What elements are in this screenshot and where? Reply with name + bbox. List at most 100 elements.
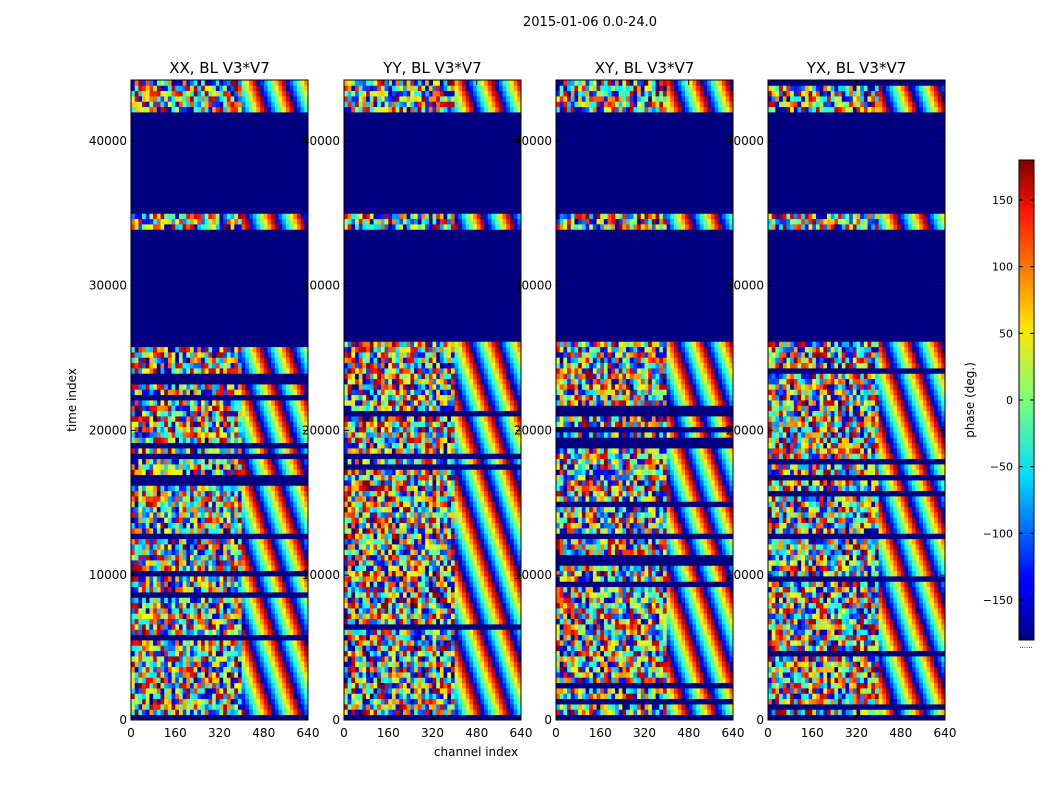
heatmap-cell — [249, 325, 254, 332]
heatmap-cell — [289, 592, 294, 598]
heatmap-cell — [215, 661, 220, 668]
heatmap-cell — [256, 224, 261, 230]
heatmap-cell — [153, 352, 158, 358]
heatmap-cell — [149, 272, 154, 278]
heatmap-cell — [175, 597, 180, 604]
heatmap-cell — [271, 266, 276, 273]
heatmap-cell — [153, 629, 158, 636]
heatmap-cell — [212, 378, 217, 385]
heatmap-cell — [212, 490, 217, 497]
heatmap-cell — [167, 304, 172, 310]
heatmap-cell — [212, 218, 217, 225]
heatmap-cell — [145, 512, 150, 518]
heatmap-cell — [175, 368, 180, 374]
heatmap-cell — [241, 362, 246, 369]
heatmap-cell — [171, 341, 176, 348]
heatmap-cell — [145, 480, 150, 486]
heatmap-cell — [223, 469, 228, 476]
heatmap-cell — [175, 698, 180, 705]
heatmap-cell — [267, 576, 272, 582]
heatmap-cell — [304, 650, 308, 657]
heatmap-cell — [260, 597, 265, 604]
heatmap-cell — [208, 629, 213, 636]
heatmap-cell — [145, 442, 150, 449]
heatmap-cell — [278, 341, 283, 348]
heatmap-cell — [289, 522, 294, 529]
heatmap-cell — [212, 416, 217, 422]
heatmap-cell — [285, 490, 290, 497]
heatmap-cell — [153, 405, 158, 412]
heatmap-cell — [274, 576, 279, 582]
heatmap-cell — [263, 469, 268, 476]
heatmap-cell — [182, 565, 187, 572]
heatmap-cell — [134, 277, 139, 284]
heatmap-cell — [142, 320, 147, 326]
heatmap-cell — [186, 176, 191, 182]
heatmap-cell — [289, 544, 294, 550]
heatmap-cell — [186, 202, 191, 209]
heatmap-cell — [145, 661, 150, 668]
heatmap-cell — [212, 453, 217, 460]
heatmap-cell — [293, 272, 298, 278]
heatmap-cell — [175, 277, 180, 284]
heatmap-cell — [182, 677, 187, 684]
heatmap-cell — [178, 602, 184, 609]
heatmap-cell — [160, 592, 165, 598]
heatmap-cell — [304, 576, 308, 582]
heatmap-cell — [278, 677, 283, 684]
heatmap-cell — [186, 298, 191, 305]
heatmap-cell — [282, 490, 287, 497]
heatmap-cell — [245, 576, 250, 582]
heatmap-cell — [300, 453, 305, 460]
heatmap-cell — [237, 618, 243, 625]
heatmap-cell — [215, 613, 220, 620]
heatmap-cell — [171, 421, 176, 428]
heatmap-cell — [160, 501, 165, 508]
heatmap-cell — [256, 229, 261, 236]
heatmap-cell — [271, 693, 276, 700]
heatmap-cell — [156, 298, 161, 305]
heatmap-cell — [252, 362, 257, 369]
heatmap-cell — [252, 336, 257, 342]
heatmap-cell — [153, 570, 158, 577]
heatmap-cell — [182, 709, 187, 716]
heatmap-cell — [156, 453, 161, 460]
heatmap-cell — [164, 250, 169, 257]
heatmap-cell — [260, 202, 265, 209]
heatmap-cell — [138, 570, 143, 577]
heatmap-cell — [197, 362, 202, 369]
heatmap-cell — [263, 320, 268, 326]
heatmap-cell — [204, 597, 209, 604]
heatmap-cell — [296, 480, 302, 486]
heatmap-cell — [223, 330, 228, 337]
heatmap-cell — [296, 330, 302, 337]
heatmap-cell — [226, 496, 231, 502]
heatmap-cell — [296, 256, 302, 262]
heatmap-cell — [296, 352, 302, 358]
heatmap-cell — [190, 368, 195, 374]
heatmap-cell — [300, 330, 305, 337]
heatmap-cell — [293, 261, 298, 268]
heatmap-cell — [282, 330, 287, 337]
heatmap-cell — [260, 512, 265, 518]
heatmap-cell — [285, 325, 290, 332]
heatmap-cell — [234, 640, 239, 646]
heatmap-cell — [175, 538, 180, 545]
heatmap-cell — [263, 704, 268, 710]
heatmap-cell — [215, 618, 220, 625]
heatmap-cell — [134, 229, 139, 236]
heatmap-cell — [300, 245, 305, 252]
heatmap-cell — [226, 202, 231, 209]
heatmap-cell — [256, 522, 261, 529]
heatmap-cell — [142, 506, 147, 513]
heatmap-cell — [234, 634, 239, 641]
heatmap-cell — [156, 693, 161, 700]
heatmap-cell — [252, 586, 257, 593]
heatmap-cell — [186, 170, 191, 177]
heatmap-cell — [164, 506, 169, 513]
heatmap-cell — [304, 240, 308, 246]
heatmap-cell — [304, 704, 308, 710]
heatmap-cell — [282, 416, 287, 422]
heatmap-cell — [171, 528, 176, 534]
heatmap-cell — [285, 256, 290, 262]
